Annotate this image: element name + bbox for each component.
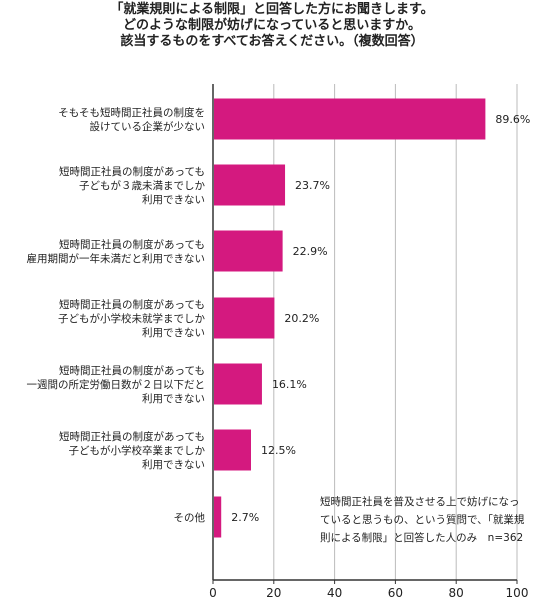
x-tick-label-80: 80 <box>449 586 464 600</box>
value-label-1: 89.6% <box>495 113 530 126</box>
category-label-2-line-3: 利用できない <box>142 194 205 206</box>
bar-4 <box>214 297 275 339</box>
category-labels: そもそも短時間正社員の制度を設けている企業が少ない短時間正社員の制度があっても子… <box>27 106 206 524</box>
bar-3 <box>214 230 283 272</box>
bars <box>214 98 486 538</box>
category-label-6-line-1: 短時間正社員の制度があっても <box>59 430 205 443</box>
category-label-4-line-1: 短時間正社員の制度があっても <box>59 298 205 311</box>
category-label-3-line-1: 短時間正社員の制度があっても <box>59 238 205 251</box>
chart-title-line-3: 該当するものをすべてお答えください。（複数回答） <box>120 34 424 49</box>
value-labels: 89.6% 23.7% 22.9% 20.2% 16.1% 12.5% 2.7% <box>231 113 530 524</box>
bar-2 <box>214 164 286 206</box>
bar-1 <box>214 98 486 140</box>
x-tick-label-0: 0 <box>209 586 217 600</box>
category-label-6-line-2: 子どもが小学校卒業までしか <box>69 444 206 457</box>
bar-7 <box>214 496 222 538</box>
bar-5 <box>214 363 262 405</box>
category-label-3-line-2: 雇用期間が一年未満だと利用できない <box>27 252 206 265</box>
category-label-5-line-3: 利用できない <box>142 393 205 405</box>
category-label-7-line-1: その他 <box>174 511 206 524</box>
sample-note: 短時間正社員を普及させる上で妨げになっ ていると思うもの、という質問で、「就業規… <box>320 493 542 547</box>
category-label-4-line-2: 子どもが小学校未就学までしか <box>58 312 205 325</box>
bar-6 <box>214 429 251 471</box>
chart-title-line-1: 「就業規則による制限」と回答した方にお聞きします。 <box>110 2 434 17</box>
value-label-3: 22.9% <box>293 245 328 258</box>
chart-title: 「就業規則による制限」と回答した方にお聞きします。 どのような制限が妨げになって… <box>0 2 544 50</box>
value-label-7: 2.7% <box>231 511 259 524</box>
category-label-6-line-3: 利用できない <box>142 459 205 471</box>
x-tick-label-100: 100 <box>506 586 529 600</box>
category-label-2-line-2: 子どもが３歳未満までしか <box>79 179 205 192</box>
sample-note-line-1: 短時間正社員を普及させる上で妨げになっ <box>320 496 520 508</box>
axes: 0 20 40 60 80 100 <box>209 84 528 600</box>
category-label-5-line-1: 短時間正社員の制度があっても <box>59 364 205 377</box>
x-tick-label-40: 40 <box>327 586 342 600</box>
sample-note-line-2: ていると思うもの、という質問で、「就業規 <box>320 514 525 526</box>
category-label-1-line-2: 設けている企業が少ない <box>90 120 206 133</box>
value-label-6: 12.5% <box>261 444 296 457</box>
category-label-2-line-1: 短時間正社員の制度があっても <box>59 165 205 178</box>
chart-title-line-2: どのような制限が妨げになっていると思いますか。 <box>122 18 422 33</box>
value-label-2: 23.7% <box>295 179 330 192</box>
value-label-4: 20.2% <box>284 312 319 325</box>
category-label-1-line-1: そもそも短時間正社員の制度を <box>58 106 205 119</box>
category-label-4-line-3: 利用できない <box>142 327 205 339</box>
x-tick-label-20: 20 <box>266 586 281 600</box>
x-tick-label-60: 60 <box>388 586 403 600</box>
value-label-5: 16.1% <box>272 378 307 391</box>
sample-note-line-3: 則による制限」と回答した人のみ n=362 <box>320 532 524 544</box>
category-label-5-line-2: 一週間の所定労働日数が２日以下だと <box>27 378 206 391</box>
